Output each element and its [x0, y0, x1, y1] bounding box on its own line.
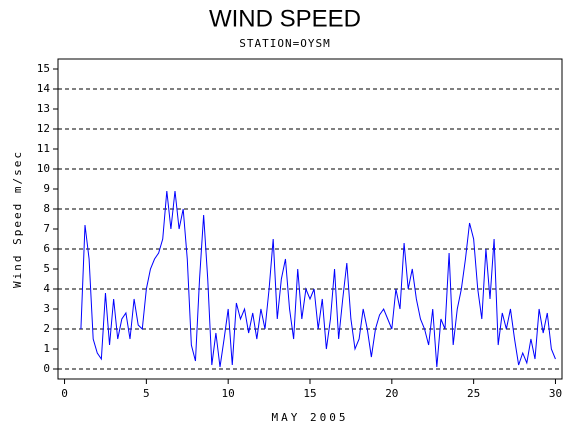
y-tick-label: 12	[37, 122, 50, 135]
y-tick-label: 15	[37, 62, 50, 75]
plot-frame	[57, 58, 563, 380]
y-tick-label: 7	[43, 222, 50, 235]
x-tick-label: 5	[143, 387, 150, 400]
data-line	[80, 190, 556, 368]
chart-title: WIND SPEED	[209, 5, 361, 32]
y-tick-label: 14	[37, 82, 51, 95]
y-tick-label: 1	[43, 342, 50, 355]
y-tick-label: 5	[43, 262, 50, 275]
x-tick-label: 15	[303, 387, 316, 400]
y-tick-label: 4	[43, 282, 50, 295]
x-tick-label: 20	[385, 387, 398, 400]
y-tick-label: 0	[43, 362, 50, 375]
y-tick-label: 13	[37, 102, 50, 115]
y-tick-label: 6	[43, 242, 50, 255]
y-tick-label: 8	[43, 202, 50, 215]
x-tick-label: 0	[61, 387, 68, 400]
x-tick-label: 10	[222, 387, 235, 400]
chart-subtitle: STATION=OYSM	[239, 37, 330, 50]
x-axis-label: MAY 2005	[272, 411, 349, 424]
y-tick-label: 9	[43, 182, 50, 195]
y-tick-label: 11	[37, 142, 50, 155]
y-tick-label: 3	[43, 302, 50, 315]
x-tick-label: 30	[549, 387, 562, 400]
x-tick-label: 25	[467, 387, 480, 400]
y-axis-label: Wind Speed m/sec	[11, 150, 24, 288]
y-tick-label: 2	[43, 322, 50, 335]
y-tick-label: 10	[37, 162, 50, 175]
